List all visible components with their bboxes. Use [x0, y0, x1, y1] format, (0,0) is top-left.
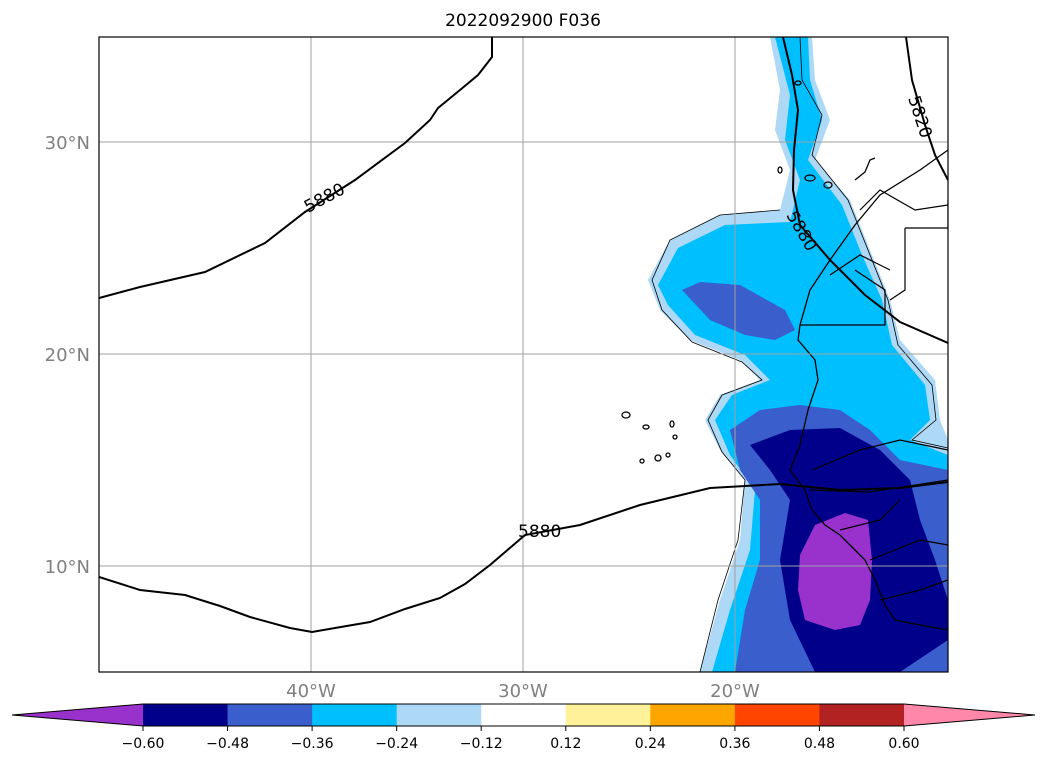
- map-plot-area: 5880 5880 5880 5820: [99, 37, 948, 672]
- canary-islands: [777, 80, 876, 189]
- colorbar-tick-label: 0.12: [550, 736, 581, 752]
- lat-label-20n: 20°N: [45, 345, 90, 366]
- colorbar-segment: [143, 704, 229, 726]
- lon-label-30w: 30°W: [498, 681, 548, 702]
- colorbar-tick-label: −0.12: [460, 736, 503, 752]
- colorbar-segment: [819, 704, 905, 726]
- colorbar: −0.60 −0.48 −0.36 −0.24 −0.12 0.12 0.24 0.36 0.4…: [11, 703, 1036, 752]
- lon-label-20w: 20°W: [710, 681, 760, 702]
- colorbar-segment: [312, 704, 398, 726]
- colorbar-tick-label: −0.48: [206, 736, 249, 752]
- colorbar-tick-label: 0.48: [804, 736, 835, 752]
- coastline: [789, 149, 948, 631]
- lat-label-30n: 30°N: [45, 133, 90, 154]
- colorbar-tick-label: 0.24: [635, 736, 666, 752]
- colorbar-segment: [396, 704, 482, 726]
- colorbar-tick-label: −0.24: [375, 736, 418, 752]
- contour-5880-north: [99, 37, 493, 299]
- colorbar-tick-label: 0.36: [719, 736, 750, 752]
- colorbar-tick-label: 0.60: [888, 736, 919, 752]
- contour-5880-east: [782, 37, 948, 344]
- colorbar-tick-label: −0.60: [122, 736, 165, 752]
- contour-5820: [905, 37, 948, 181]
- colorbar-segment: [734, 704, 820, 726]
- map-frame: [98, 36, 949, 673]
- colorbar-segment: [565, 704, 651, 726]
- map-title: 2022092900 F036: [445, 11, 601, 31]
- anomaly-fill-purple: [798, 513, 872, 630]
- colorbar-extend-high: [904, 704, 1035, 726]
- colorbar-segment: [481, 704, 567, 726]
- colorbar-segment: [227, 704, 313, 726]
- gridlines: [99, 37, 948, 672]
- country-borders: [800, 189, 948, 601]
- anomaly-outline: [651, 37, 948, 672]
- contour-5880-south: [99, 481, 948, 634]
- lat-label-10n: 10°N: [45, 557, 90, 578]
- colorbar-extend-low: [12, 704, 143, 726]
- cape-verde-islands: [621, 411, 678, 464]
- colorbar-segment: [650, 704, 736, 726]
- lon-label-40w: 40°W: [286, 681, 336, 702]
- contour-label-2: 5880: [518, 522, 561, 542]
- colorbar-tick-label: −0.36: [291, 736, 334, 752]
